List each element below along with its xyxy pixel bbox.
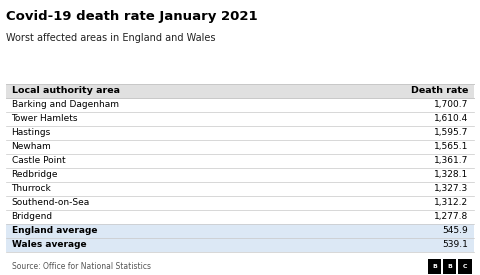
Text: Hastings: Hastings — [12, 128, 51, 137]
Bar — [428, 258, 441, 274]
Text: 545.9: 545.9 — [443, 226, 468, 235]
Text: Bridgend: Bridgend — [12, 212, 53, 221]
Text: 1,595.7: 1,595.7 — [434, 128, 468, 137]
Bar — [6, 224, 474, 238]
Text: Newham: Newham — [12, 142, 51, 151]
Text: B: B — [432, 264, 437, 269]
Text: Southend-on-Sea: Southend-on-Sea — [12, 198, 90, 207]
Text: England average: England average — [12, 226, 97, 235]
Text: Death rate: Death rate — [411, 86, 468, 95]
Text: Wales average: Wales average — [12, 240, 86, 249]
Text: B: B — [447, 264, 452, 269]
Text: 539.1: 539.1 — [443, 240, 468, 249]
Text: Redbridge: Redbridge — [12, 170, 58, 179]
Text: 1,361.7: 1,361.7 — [434, 156, 468, 165]
Text: Tower Hamlets: Tower Hamlets — [12, 114, 78, 123]
Bar — [458, 258, 472, 274]
Text: 1,327.3: 1,327.3 — [434, 184, 468, 193]
Bar — [443, 258, 456, 274]
Text: 1,312.2: 1,312.2 — [434, 198, 468, 207]
Text: Covid-19 death rate January 2021: Covid-19 death rate January 2021 — [6, 10, 257, 23]
Bar — [6, 238, 474, 252]
Text: Castle Point: Castle Point — [12, 156, 65, 165]
Text: C: C — [463, 264, 468, 269]
Text: Barking and Dagenham: Barking and Dagenham — [12, 100, 119, 109]
Text: 1,610.4: 1,610.4 — [434, 114, 468, 123]
Text: 1,700.7: 1,700.7 — [434, 100, 468, 109]
Text: Thurrock: Thurrock — [12, 184, 51, 193]
Text: 1,565.1: 1,565.1 — [434, 142, 468, 151]
Text: 1,328.1: 1,328.1 — [434, 170, 468, 179]
Text: Local authority area: Local authority area — [12, 86, 120, 95]
Bar — [6, 84, 474, 98]
Text: Worst affected areas in England and Wales: Worst affected areas in England and Wale… — [6, 33, 215, 43]
Text: Source: Office for National Statistics: Source: Office for National Statistics — [12, 262, 151, 271]
Text: 1,277.8: 1,277.8 — [434, 212, 468, 221]
